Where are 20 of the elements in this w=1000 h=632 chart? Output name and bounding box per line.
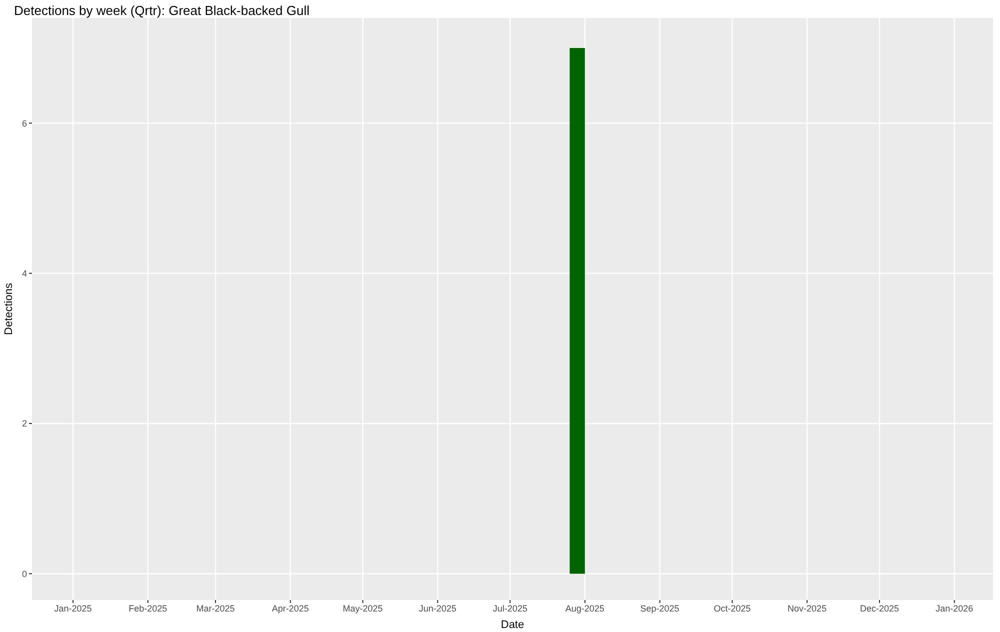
x-tick-label: Dec-2025 xyxy=(860,603,900,614)
x-axis-title: Date xyxy=(500,619,524,631)
chart-title: Detections by week (Qrtr): Great Black-backed Gull xyxy=(14,3,310,18)
x-tick-label: Jan-2025 xyxy=(54,603,92,614)
y-tick-label: 2 xyxy=(22,418,27,429)
x-tick-label: Jan-2026 xyxy=(936,603,974,614)
x-tick-label: May-2025 xyxy=(342,603,383,614)
x-tick-label: Mar-2025 xyxy=(196,603,235,614)
y-tick-label: 6 xyxy=(22,118,27,128)
x-tick-label: Feb-2025 xyxy=(128,603,168,614)
x-tick-label: Aug-2025 xyxy=(565,603,604,614)
x-tick-label: Apr-2025 xyxy=(272,603,309,614)
x-tick-label: Jun-2025 xyxy=(418,603,456,614)
y-axis-title: Detections xyxy=(2,282,15,335)
x-tick-label: Jul-2025 xyxy=(492,603,528,614)
x-tick-label: Nov-2025 xyxy=(788,603,827,614)
x-tick-label: Oct-2025 xyxy=(714,603,751,614)
x-tick-label: Sep-2025 xyxy=(640,603,680,614)
y-tick-label: 4 xyxy=(22,268,27,279)
y-tick-label: 0 xyxy=(22,568,27,579)
